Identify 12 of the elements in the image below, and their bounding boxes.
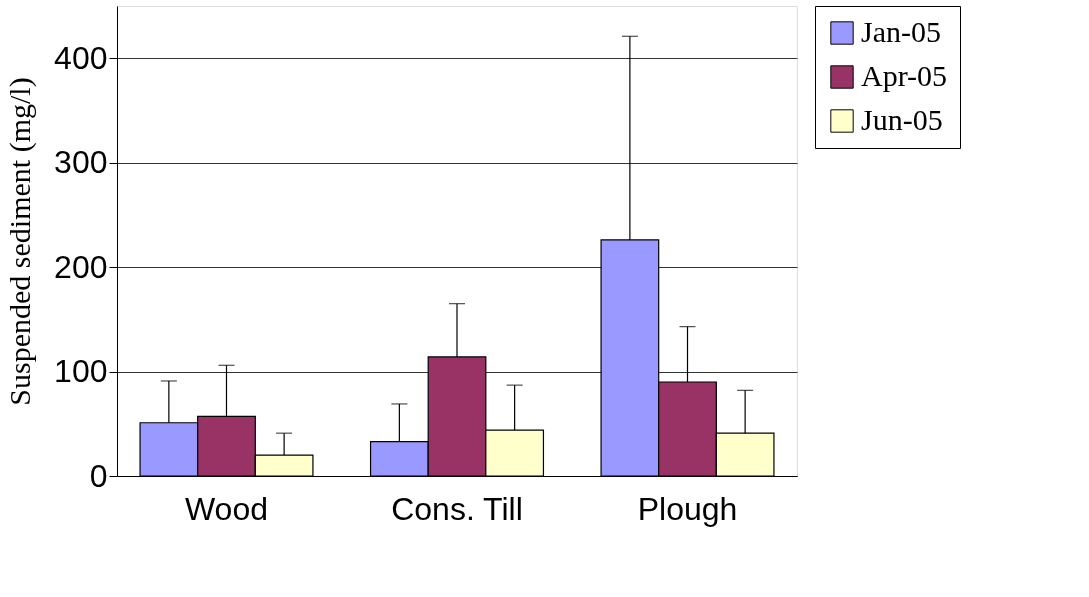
x-tick-label: Cons. Till xyxy=(391,490,523,527)
y-tick-label: 300 xyxy=(54,144,108,181)
y-tick-label: 100 xyxy=(54,353,108,390)
x-tick-label: Wood xyxy=(184,490,268,527)
y-axis-title: Suspended sediment (mg/l) xyxy=(3,77,38,406)
y-tick-label: 200 xyxy=(54,248,108,285)
legend-label: Jun-05 xyxy=(861,103,943,136)
y-tick-label: 0 xyxy=(89,457,108,494)
legend-label: Apr-05 xyxy=(861,59,948,92)
x-tick-label: Plough xyxy=(637,490,738,527)
y-tick-label: 400 xyxy=(54,39,108,76)
legend-label: Jan-05 xyxy=(861,15,941,48)
